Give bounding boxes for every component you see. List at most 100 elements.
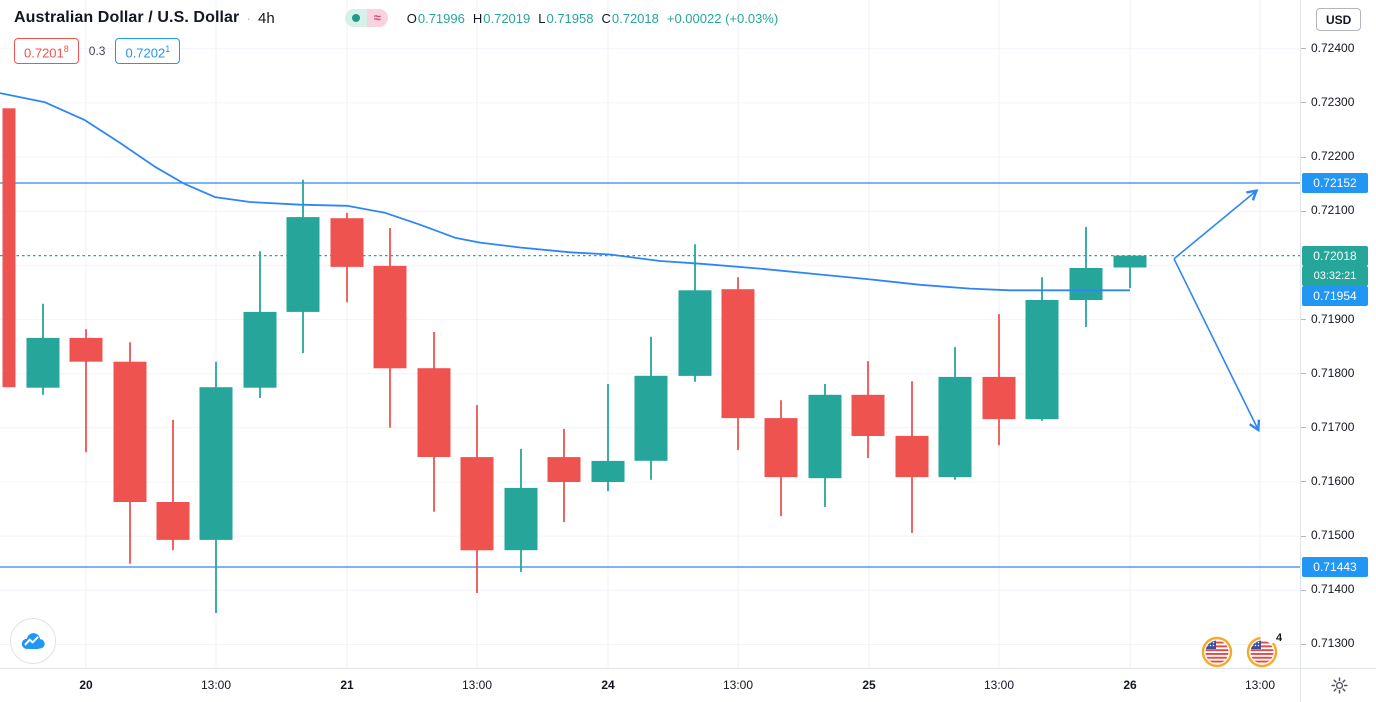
price-tick-label: 0.71500 <box>1311 528 1355 543</box>
price-tick <box>1301 102 1306 104</box>
symbol-title[interactable]: Australian Dollar / U.S. Dollar <box>14 9 240 26</box>
time-tick-label: 13:00 <box>461 678 493 692</box>
candle <box>504 448 538 572</box>
price-tick <box>1301 643 1306 645</box>
ohlc-high-value: 0.72019 <box>483 10 531 26</box>
market-status-pill[interactable]: ≈ <box>344 9 388 27</box>
bar-countdown-badge: 03:32:21 <box>1302 265 1368 286</box>
price-axis[interactable]: USD 0.72400 0.72300 0.72200 0.72100 0.71900 0… <box>1300 0 1376 668</box>
logo-button[interactable] <box>10 618 56 664</box>
time-tick-label: 20 <box>79 678 93 692</box>
last-price-badge: 0.72018 <box>1302 245 1368 266</box>
price-level-badge: 0.71954 <box>1302 286 1368 307</box>
cloud-chart-logo-icon <box>21 632 45 649</box>
ohlc-close-value: 0.72018 <box>611 10 659 26</box>
candle <box>330 212 364 303</box>
price-tick-label: 0.71600 <box>1311 473 1355 488</box>
time-tick-label: 13:00 <box>1244 678 1276 692</box>
candle <box>895 381 929 533</box>
price-tick-label: 0.71300 <box>1311 636 1355 651</box>
candle <box>721 277 755 450</box>
price-tick <box>1301 535 1306 537</box>
price-tick <box>1301 210 1306 212</box>
bid-price-sup: 8 <box>63 44 69 54</box>
price-tick-label: 0.72400 <box>1311 40 1355 55</box>
candle <box>286 179 320 354</box>
us-flag-event-icon[interactable] <box>1245 635 1279 669</box>
time-tick-label: 13:00 <box>983 678 1015 692</box>
candle <box>2 108 16 388</box>
candle <box>851 361 885 459</box>
candle <box>982 314 1016 446</box>
time-tick-label: 24 <box>601 678 615 692</box>
price-tick-label: 0.71800 <box>1311 365 1355 380</box>
approx-icon: ≈ <box>366 9 388 27</box>
price-tick-label: 0.72100 <box>1311 203 1355 218</box>
ohlc-high-label: H <box>472 10 483 26</box>
candle <box>547 428 581 523</box>
price-tick <box>1301 156 1306 158</box>
sell-price-button[interactable]: 0.72018 <box>14 38 79 65</box>
trend-arrow[interactable] <box>1173 189 1259 260</box>
price-tick-label: 0.71700 <box>1311 419 1355 434</box>
price-tick <box>1301 48 1306 50</box>
event-count-badge: 4 <box>1276 632 1283 644</box>
ohlc-close-label: C <box>601 10 611 26</box>
candle <box>113 342 147 564</box>
price-tick <box>1301 427 1306 429</box>
time-tick-label: 26 <box>1123 678 1137 692</box>
time-tick-label: 21 <box>340 678 354 692</box>
price-tick-label: 0.72200 <box>1311 149 1355 164</box>
price-tick <box>1301 319 1306 320</box>
price-tick <box>1301 589 1306 591</box>
price-tick <box>1301 373 1306 375</box>
status-dot-icon <box>344 9 367 27</box>
ohlc-low-label: L <box>538 10 546 26</box>
candle <box>634 336 668 480</box>
price-level-badge: 0.72152 <box>1302 173 1368 194</box>
ohlc-readout: O0.71996 H0.72019 L0.71958 C0.72018 +0.0… <box>407 11 778 26</box>
spread-value: 0.3 <box>88 44 106 59</box>
candle <box>1025 277 1059 421</box>
candle <box>460 405 494 593</box>
axis-settings-corner <box>1300 668 1376 702</box>
candle <box>417 332 451 512</box>
price-tick <box>1301 481 1306 483</box>
gear-icon[interactable] <box>1330 676 1349 695</box>
time-tick-label: 13:00 <box>200 678 232 692</box>
ask-price-sup: 1 <box>165 44 171 54</box>
price-tick-label: 0.72300 <box>1311 94 1355 109</box>
bid-price: 0.7201 <box>24 45 64 61</box>
candle <box>1069 226 1103 328</box>
price-tick-label: 0.71400 <box>1311 582 1355 597</box>
ask-price: 0.7202 <box>125 45 166 61</box>
candle <box>1113 255 1147 289</box>
candle <box>26 303 60 395</box>
candle <box>678 244 712 382</box>
time-axis[interactable]: 20 13:00 21 13:00 24 13:00 25 13:00 26 13:00 <box>0 668 1300 702</box>
interval-label[interactable]: 4h <box>258 9 275 27</box>
candle <box>69 329 103 453</box>
candle <box>373 228 407 428</box>
candle <box>808 384 842 507</box>
buy-price-button[interactable]: 0.72021 <box>115 38 181 65</box>
candle <box>243 251 277 398</box>
moving-average-line[interactable] <box>0 92 1130 292</box>
price-level-badge: 0.71443 <box>1302 557 1368 577</box>
trend-arrow[interactable] <box>1173 258 1261 433</box>
candle <box>199 361 233 613</box>
currency-button[interactable]: USD <box>1316 8 1362 31</box>
candle <box>764 400 798 517</box>
ohlc-open-label: O <box>406 10 417 26</box>
time-tick-label: 13:00 <box>722 678 754 692</box>
us-flag-event-icon[interactable] <box>1200 635 1234 669</box>
price-change: +0.00022 (+0.03%) <box>666 10 779 26</box>
price-tick-label: 0.71900 <box>1311 311 1355 326</box>
ohlc-low-value: 0.71958 <box>546 10 594 26</box>
time-tick-label: 25 <box>862 678 876 692</box>
chart-header: Australian Dollar / U.S. Dollar · 4h ≈ O… <box>14 6 778 65</box>
chart-canvas[interactable] <box>0 0 1300 668</box>
candle <box>156 419 190 551</box>
ohlc-open-value: 0.71996 <box>417 10 465 26</box>
